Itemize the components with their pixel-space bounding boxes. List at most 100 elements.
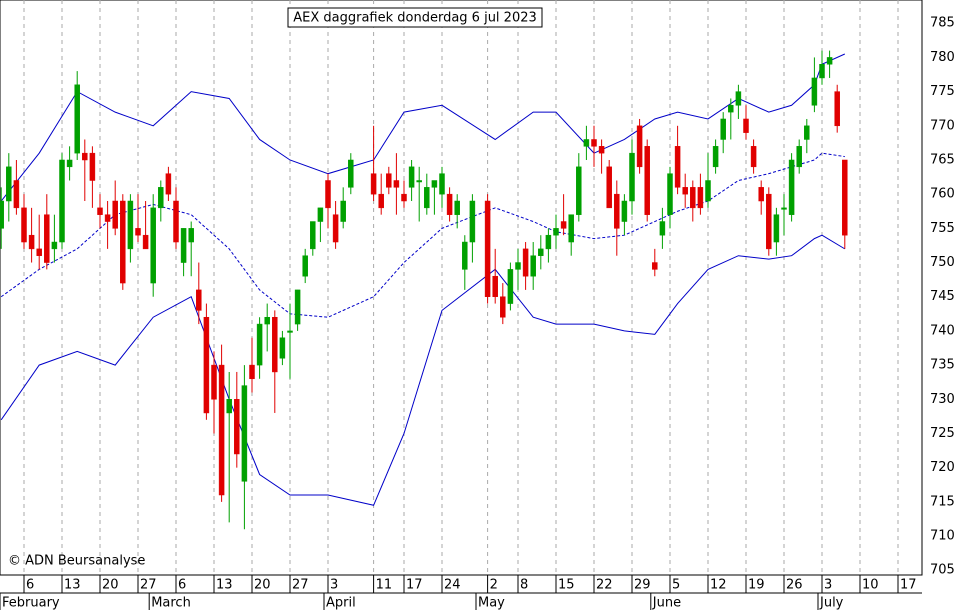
candle-body [629,152,635,202]
x-tick-label: 13 [216,578,233,593]
candle-body [135,228,141,236]
candle-body [674,146,681,188]
candle-body [211,364,217,400]
y-tick-label: 780 [930,50,955,65]
candle-body [568,214,574,243]
month-label: March [151,596,191,610]
candle-body [484,200,491,297]
chart-title: AEX daggrafiek donderdag 6 jul 2023 [293,11,537,26]
x-tick-label: 8 [520,578,528,593]
candle-body [826,57,833,65]
candle-body [241,385,248,482]
candle-body [659,221,666,236]
y-tick-label: 735 [930,358,955,373]
y-tick-label: 715 [930,494,955,509]
candle-body [340,200,346,222]
candle-body [690,187,696,209]
month-label: July [819,596,844,610]
x-tick-label: 22 [596,578,613,593]
candle-body [180,228,187,263]
bollinger-band [0,152,845,318]
candle-body [218,364,225,496]
x-tick-label: 20 [102,578,119,593]
month-label: June [652,596,681,610]
candle-body [439,173,445,195]
x-tick-label: 6 [178,578,186,593]
labels: AEX daggrafiek donderdag 6 jul 2023 © AD… [2,7,955,610]
month-label: April [326,596,356,610]
y-tick-label: 710 [930,529,955,544]
candle-body [165,173,172,195]
candle-body [667,173,673,215]
x-tick-label: 6 [26,578,34,593]
candle-body [796,146,802,168]
candle-body [203,316,210,414]
candle-body [462,241,468,270]
candle-body [728,105,734,113]
x-tick-label: 13 [64,578,81,593]
candle-body [560,221,567,229]
candle-body [758,187,764,202]
candle-body [416,180,422,183]
month-label: February [2,596,60,610]
candle-body [173,200,179,243]
candle-body [446,193,453,215]
x-tick-label: 3 [330,578,338,593]
candle-body [21,207,27,243]
candle-body [522,248,529,277]
candle-body [28,234,35,250]
candle-body [408,166,415,188]
bollinger-band [0,53,846,202]
candle-body [36,248,42,256]
candle-body [614,193,620,229]
candle-body [621,200,628,222]
candle-body [515,262,521,270]
candle-body [507,269,514,304]
candle-body [82,152,88,161]
candle-body [750,146,757,168]
x-tick-label: 27 [292,578,309,593]
x-tick-label: 29 [634,578,651,593]
candle-body [766,193,772,250]
y-tick-label: 775 [930,84,955,99]
x-tick-label: 15 [558,578,575,593]
candle-body [781,207,787,210]
y-tick-label: 755 [930,221,955,236]
candle-body [150,207,156,284]
candle-body [120,200,126,284]
candle-body [788,159,795,215]
candle-body [636,125,643,168]
candle-body [500,296,506,318]
candle-body [834,91,840,127]
candle-body [431,180,438,188]
y-tick-label: 705 [930,563,955,578]
candle-body [279,337,286,359]
x-tick-label: 5 [672,578,680,593]
x-tick-label: 12 [710,578,727,593]
candle-body [606,166,612,209]
y-tick-label: 725 [930,426,955,441]
candle-body [538,248,544,256]
candle-body [598,146,605,154]
candle-body [264,316,270,325]
x-tick-label: 3 [824,578,832,593]
candle-body [310,221,316,250]
candle-body [294,289,301,325]
y-tick-label: 720 [930,460,955,475]
candle-body [804,125,810,140]
candle-body [492,275,498,297]
candle-body [13,180,20,209]
y-tick-label: 765 [930,152,955,167]
candle-body [142,234,149,250]
y-tick-label: 740 [930,323,955,338]
candle-body [249,364,255,380]
candle-body [127,200,134,250]
candle-body [302,255,308,277]
y-tick-label: 730 [930,392,955,407]
candle-body [234,399,240,455]
candle-body [811,77,818,106]
x-tick-label: 19 [748,578,765,593]
candle-body [89,152,96,181]
candle-body [583,139,590,147]
